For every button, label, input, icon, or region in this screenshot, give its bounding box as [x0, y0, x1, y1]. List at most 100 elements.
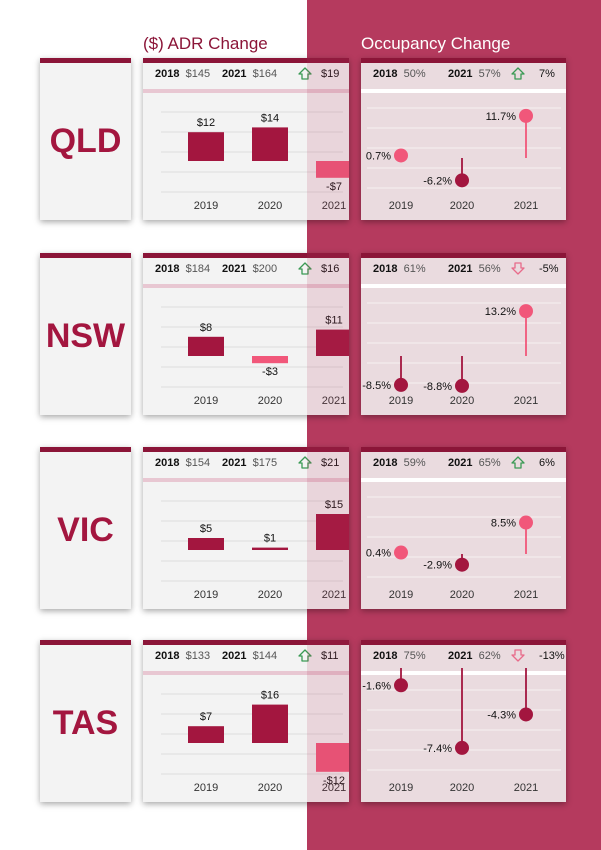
adr-2018: 2018 $184 — [155, 263, 210, 275]
adr-bar-2020 — [252, 127, 288, 161]
adr-2018-value: $133 — [185, 650, 211, 662]
panel-accent-bar — [40, 447, 131, 452]
panel-accent-bar — [361, 58, 566, 63]
lollipop-point-2019 — [394, 148, 408, 163]
adr-panel-tas: 2018 $133 2021 $144 $11 $7 2019 $16 2020 -$12 20… — [143, 640, 349, 802]
adr-bar-label: $15 — [325, 499, 343, 511]
header-divider — [143, 478, 349, 482]
header-divider — [143, 284, 349, 288]
year-tick-label: 2019 — [389, 782, 413, 794]
year-tick-label: 2019 — [389, 589, 413, 601]
year-tick-label: 2021 — [322, 395, 346, 407]
occupancy-change-title: Occupancy Change — [361, 34, 511, 53]
occ-2018-value: 50% — [403, 68, 426, 80]
lollipop-point-2019 — [394, 678, 408, 693]
panel-accent-bar — [143, 640, 349, 645]
adr-panel-vic: 2018 $154 2021 $175 $21 $5 2019 $1 2020 $15 2021 — [143, 447, 349, 609]
adr-2021-value: $164 — [252, 68, 278, 80]
adr-bar-2021 — [316, 743, 349, 772]
adr-bar-label: $16 — [261, 690, 279, 702]
occ-2021-value: 62% — [478, 650, 501, 662]
header-divider — [143, 89, 349, 93]
occupancy-panel-qld: 2018 50% 2021 57% 7% 0.7% 2019 -6.2% 2020 11.7%… — [361, 58, 566, 220]
adr-2018: 2018 $133 — [155, 650, 210, 662]
occ-point-label: -8.5% — [362, 380, 391, 392]
year-tick-label: 2019 — [194, 395, 218, 407]
adr-bar-label: -$12 — [323, 775, 345, 787]
adr-2018-value: $145 — [185, 68, 211, 80]
occupancy-panel-tas: 2018 75% 2021 62% -13% -1.6% 2019 -7.4% 2020 -4… — [361, 640, 566, 802]
adr-2021: 2021 $144 — [222, 650, 277, 662]
occ-2021-value: 65% — [478, 457, 501, 469]
occ-change-value: -5% — [539, 263, 559, 275]
panel-accent-bar — [361, 253, 566, 258]
occ-point-label: -7.4% — [423, 743, 452, 755]
adr-2021-value: $144 — [252, 650, 278, 662]
occ-point-label: 13.2% — [485, 306, 516, 318]
occupancy-lollipop-chart: -1.6% 2019 -7.4% 2020 -4.3% 2021 — [362, 668, 561, 794]
adr-2018-value: $154 — [185, 457, 211, 469]
year-tick-label: 2020 — [450, 589, 474, 601]
year-tick-label: 2020 — [450, 200, 474, 212]
panel-accent-bar — [143, 253, 349, 258]
occ-change-value: -13% — [539, 650, 565, 662]
adr-2021-value: $200 — [252, 263, 278, 275]
panel-accent-bar — [40, 58, 131, 63]
adr-bar-2021 — [316, 329, 349, 356]
year-tick-label: 2019 — [389, 200, 413, 212]
occ-point-label: 0.4% — [366, 548, 391, 560]
adr-2018-year: 2018 — [155, 457, 180, 469]
year-tick-label: 2021 — [514, 782, 538, 794]
lollipop-point-2019 — [394, 545, 408, 560]
occ-2018-year: 2018 — [373, 457, 398, 469]
adr-change-value: $19 — [321, 68, 340, 80]
state-label: TAS — [52, 704, 119, 742]
state-panel-tas: TAS — [40, 640, 131, 802]
lollipop-point-2020 — [455, 173, 469, 188]
panel-accent-bar — [361, 640, 566, 645]
adr-bar-2021 — [316, 514, 349, 550]
adr-bar-label: -$3 — [262, 366, 278, 378]
lollipop-point-2021 — [519, 304, 533, 319]
adr-change-title: ($) ADR Change — [143, 34, 268, 53]
occ-2018: 2018 61% — [373, 263, 426, 275]
occ-point-label: 0.7% — [366, 150, 391, 162]
adr-2021: 2021 $164 — [222, 68, 277, 80]
occ-2018-year: 2018 — [373, 68, 398, 80]
year-tick-label: 2021 — [322, 589, 346, 601]
adr-bar-label: $12 — [197, 117, 215, 129]
adr-2018-year: 2018 — [155, 650, 180, 662]
adr-panel-nsw: 2018 $184 2021 $200 $16 $8 2019 -$3 2020 $11 202… — [143, 253, 349, 415]
year-tick-label: 2021 — [514, 589, 538, 601]
occupancy-panel-vic: 2018 59% 2021 65% 6% 0.4% 2019 -2.9% 2020 8.5% 2… — [361, 447, 566, 609]
adr-panel-qld: 2018 $145 2021 $164 $19 $12 2019 $14 2020 -$7 20… — [143, 58, 349, 220]
occ-2018-value: 61% — [403, 263, 426, 275]
adr-2018-year: 2018 — [155, 263, 180, 275]
occ-point-label: -4.3% — [487, 709, 516, 721]
adr-bar-chart: $5 2019 $1 2020 $15 2021 — [161, 499, 349, 601]
occ-2018: 2018 50% — [373, 68, 426, 80]
year-tick-label: 2021 — [514, 200, 538, 212]
header-divider — [361, 284, 566, 288]
occ-2021: 2021 56% — [448, 263, 501, 275]
year-tick-label: 2020 — [258, 395, 282, 407]
adr-bar-label: $8 — [200, 322, 212, 334]
arrow-up-icon — [511, 67, 525, 80]
arrow-down-icon — [511, 262, 525, 275]
adr-change-value: $11 — [321, 650, 339, 662]
adr-change-value: $21 — [321, 457, 340, 469]
state-label: NSW — [45, 317, 126, 355]
occ-change-value: 6% — [539, 457, 555, 469]
arrow-up-icon — [298, 456, 312, 469]
occ-2021-value: 57% — [478, 68, 501, 80]
panel-accent-bar — [361, 447, 566, 452]
adr-bar-label: $14 — [261, 112, 279, 124]
header-divider — [361, 478, 566, 482]
arrow-up-icon — [298, 649, 312, 662]
year-tick-label: 2019 — [194, 782, 218, 794]
state-label: QLD — [49, 122, 122, 160]
occ-2021: 2021 62% — [448, 650, 501, 662]
year-tick-label: 2021 — [322, 782, 346, 794]
lollipop-point-2020 — [455, 378, 469, 393]
